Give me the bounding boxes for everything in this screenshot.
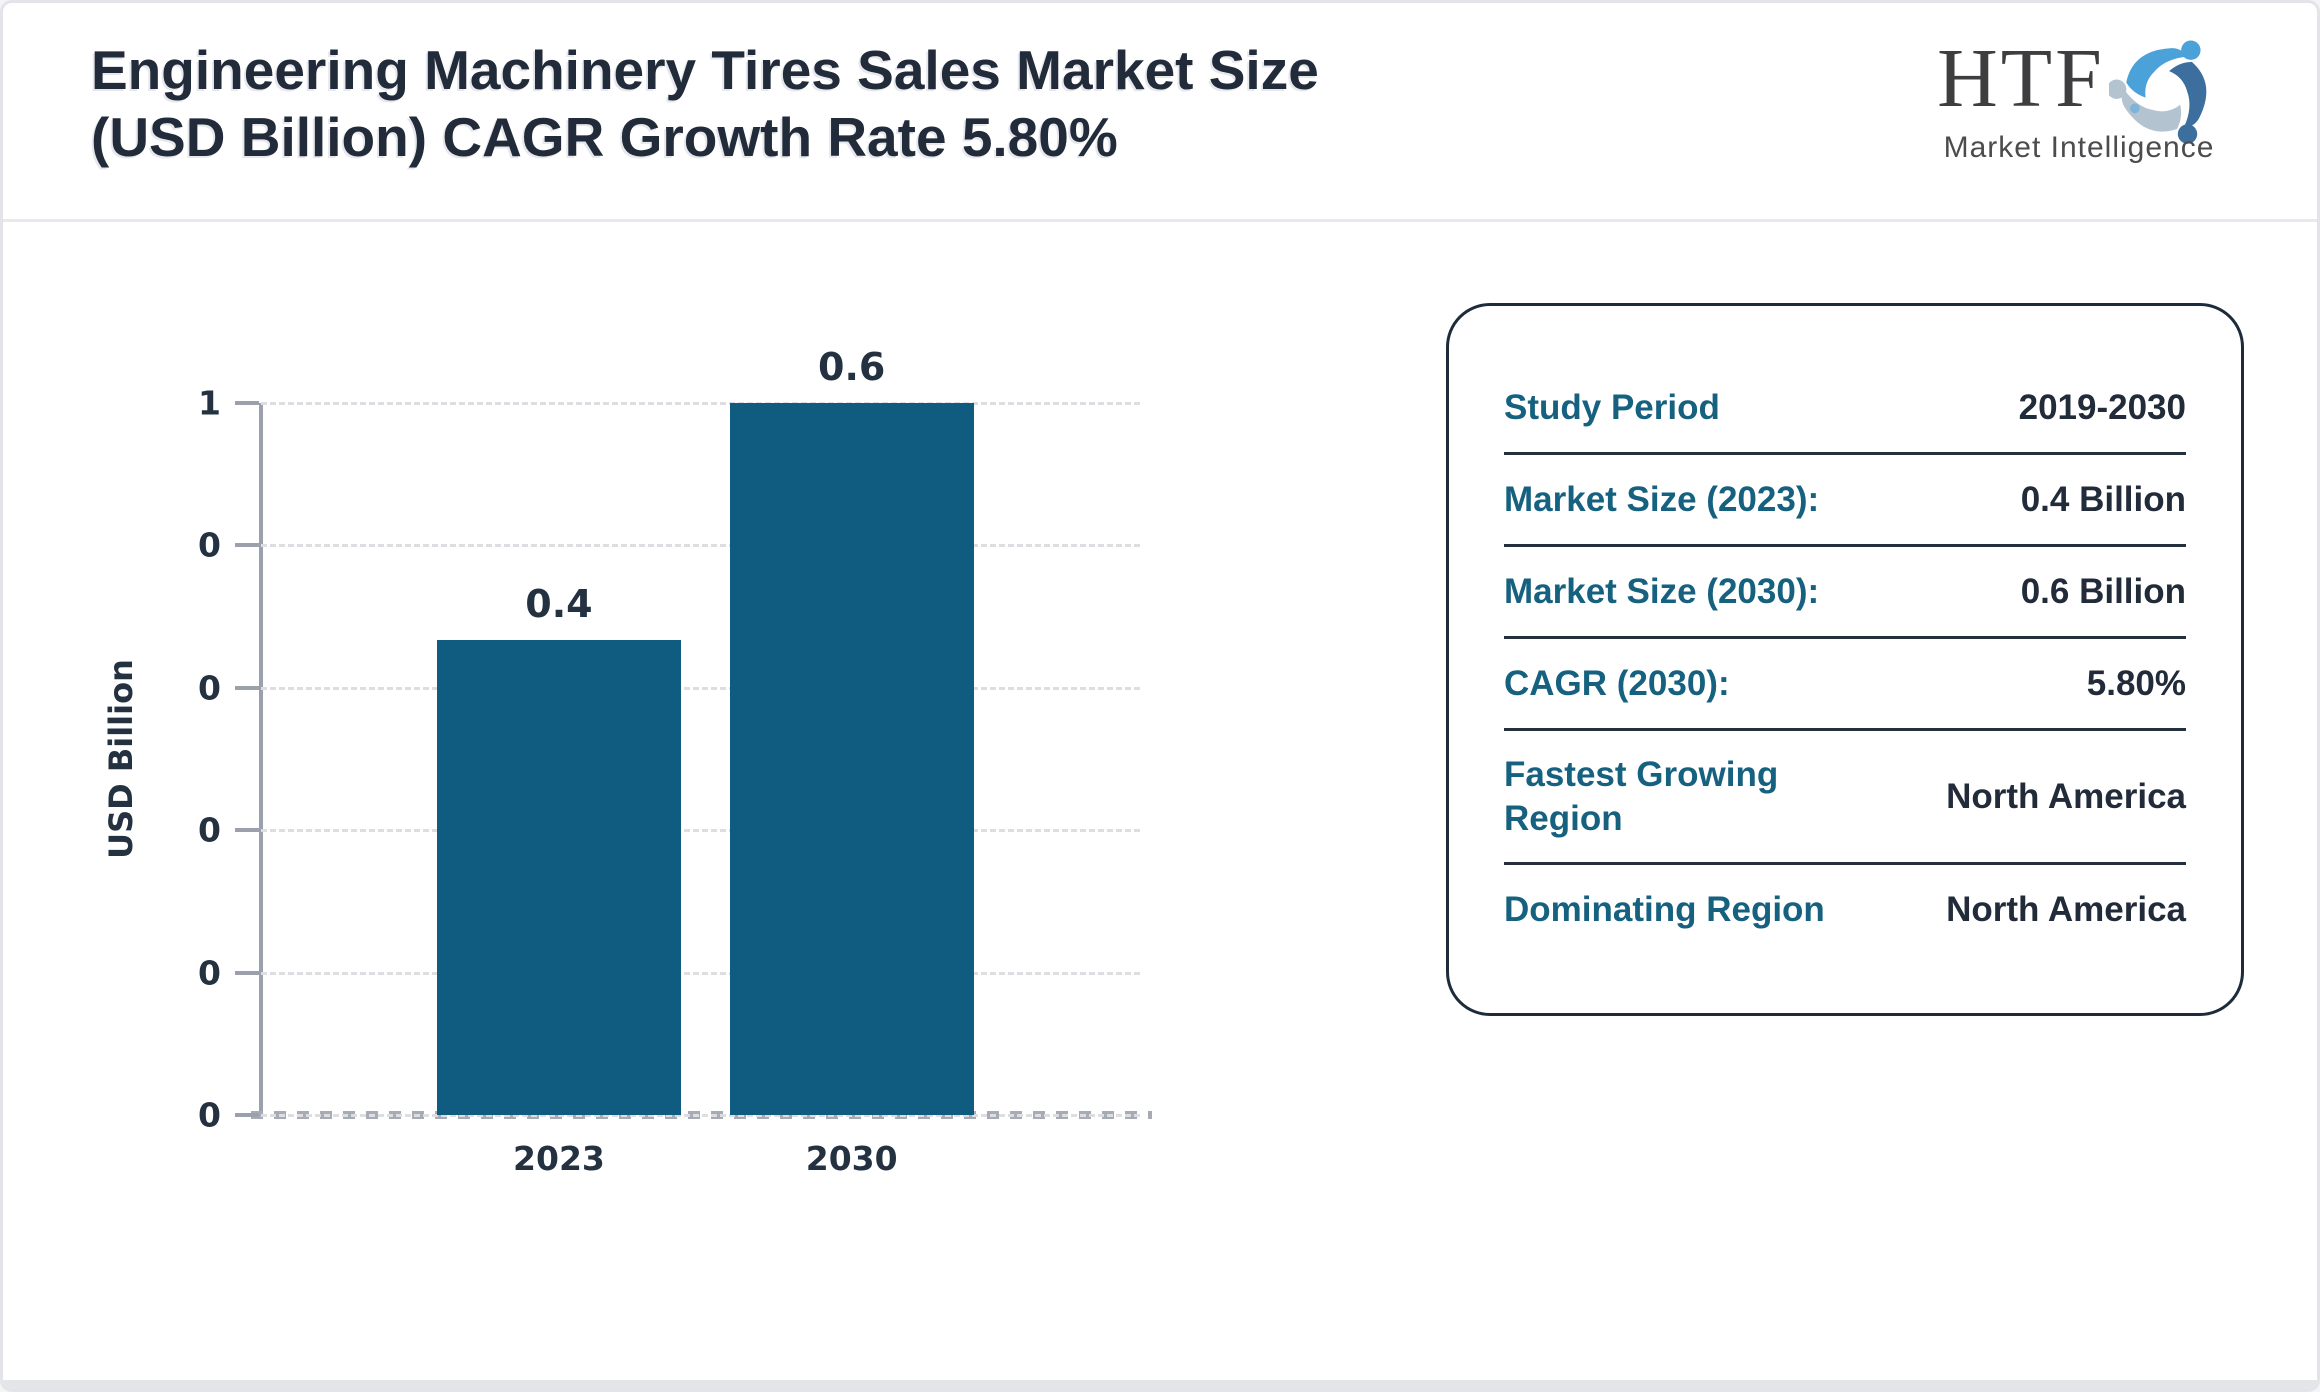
card-row-label: Dominating Region — [1504, 889, 1825, 929]
htf-logo-text: HTF — [1937, 32, 2105, 125]
y-tick-mark — [235, 401, 259, 405]
x-tick-label: 2023 — [513, 1139, 605, 1178]
htf-logo-subtext: Market Intelligence — [1943, 131, 2215, 164]
y-tick-mark — [235, 970, 259, 975]
card-row-label: CAGR (2030): — [1504, 663, 1730, 703]
card-row-value: 5.80% — [2086, 663, 2186, 703]
chart-plot-area: 1 0 0 0 0 0 0.4 2023 0.6 2030 — [198, 345, 1152, 1178]
gridline — [261, 829, 1140, 833]
y-tick-mark — [235, 543, 259, 548]
page-title: Engineering Machinery Tires Sales Market… — [91, 37, 1511, 171]
bar-2030 — [729, 403, 974, 1115]
header-divider — [3, 219, 2317, 222]
y-tick-label: 0 — [198, 525, 221, 565]
gridline — [261, 1114, 1140, 1117]
bar-2023 — [436, 640, 681, 1115]
gridline — [261, 544, 1140, 548]
card-row-value: 2019-2030 — [2018, 387, 2186, 427]
card-row-label: Study Period — [1504, 387, 1720, 427]
card-row-label: Market Size (2030): — [1504, 571, 1820, 611]
htf-swirl-icon — [2108, 40, 2207, 144]
y-tick-label: 0 — [198, 953, 221, 993]
htf-logo-row: HTF — [1899, 32, 2259, 145]
card-row-value: North America — [1946, 776, 2186, 816]
card-row-label: Fastest Growing Region — [1504, 754, 1779, 838]
summary-card: Study Period 2019-2030 Market Size (2023):… — [1446, 303, 2244, 1016]
gridline — [261, 402, 1140, 405]
card-row: CAGR (2030): 5.80% — [1504, 639, 2186, 731]
card-row: Fastest Growing Region North America — [1504, 731, 2186, 865]
page-title-line-2: (USD Billion) CAGR Growth Rate 5.80% — [91, 106, 1118, 169]
y-tick-label: 0 — [198, 810, 221, 850]
page-title-line-1: Engineering Machinery Tires Sales Market… — [91, 39, 1319, 101]
y-tick-mark — [235, 1113, 259, 1117]
y-axis-line — [259, 403, 263, 1115]
y-tick-label: 0 — [198, 1095, 221, 1135]
y-tick-mark — [235, 685, 259, 690]
card-row: Dominating Region North America — [1504, 865, 2186, 954]
card-row: Market Size (2030): 0.6 Billion — [1504, 547, 2186, 639]
card-row-value: North America — [1946, 889, 2186, 929]
card-row-value: 0.6 Billion — [2020, 571, 2186, 611]
bar-value-label: 0.4 — [525, 582, 593, 626]
y-tick-mark — [235, 828, 259, 833]
y-tick-label: 1 — [198, 383, 221, 423]
card-row: Study Period 2019-2030 — [1504, 363, 2186, 455]
y-tick-label: 0 — [198, 668, 221, 708]
card-row-label: Market Size (2023): — [1504, 479, 1820, 519]
gridline — [261, 686, 1140, 690]
x-tick-label: 2030 — [805, 1139, 898, 1178]
gridline — [261, 971, 1140, 975]
card-row-value: 0.4 Billion — [2020, 479, 2186, 519]
htf-logo: HTF Market Intelligence — [1899, 32, 2259, 165]
y-axis-title: USD Billion — [102, 659, 140, 859]
bar-value-label: 0.6 — [818, 345, 886, 389]
card-row: Market Size (2023): 0.4 Billion — [1504, 455, 2186, 547]
